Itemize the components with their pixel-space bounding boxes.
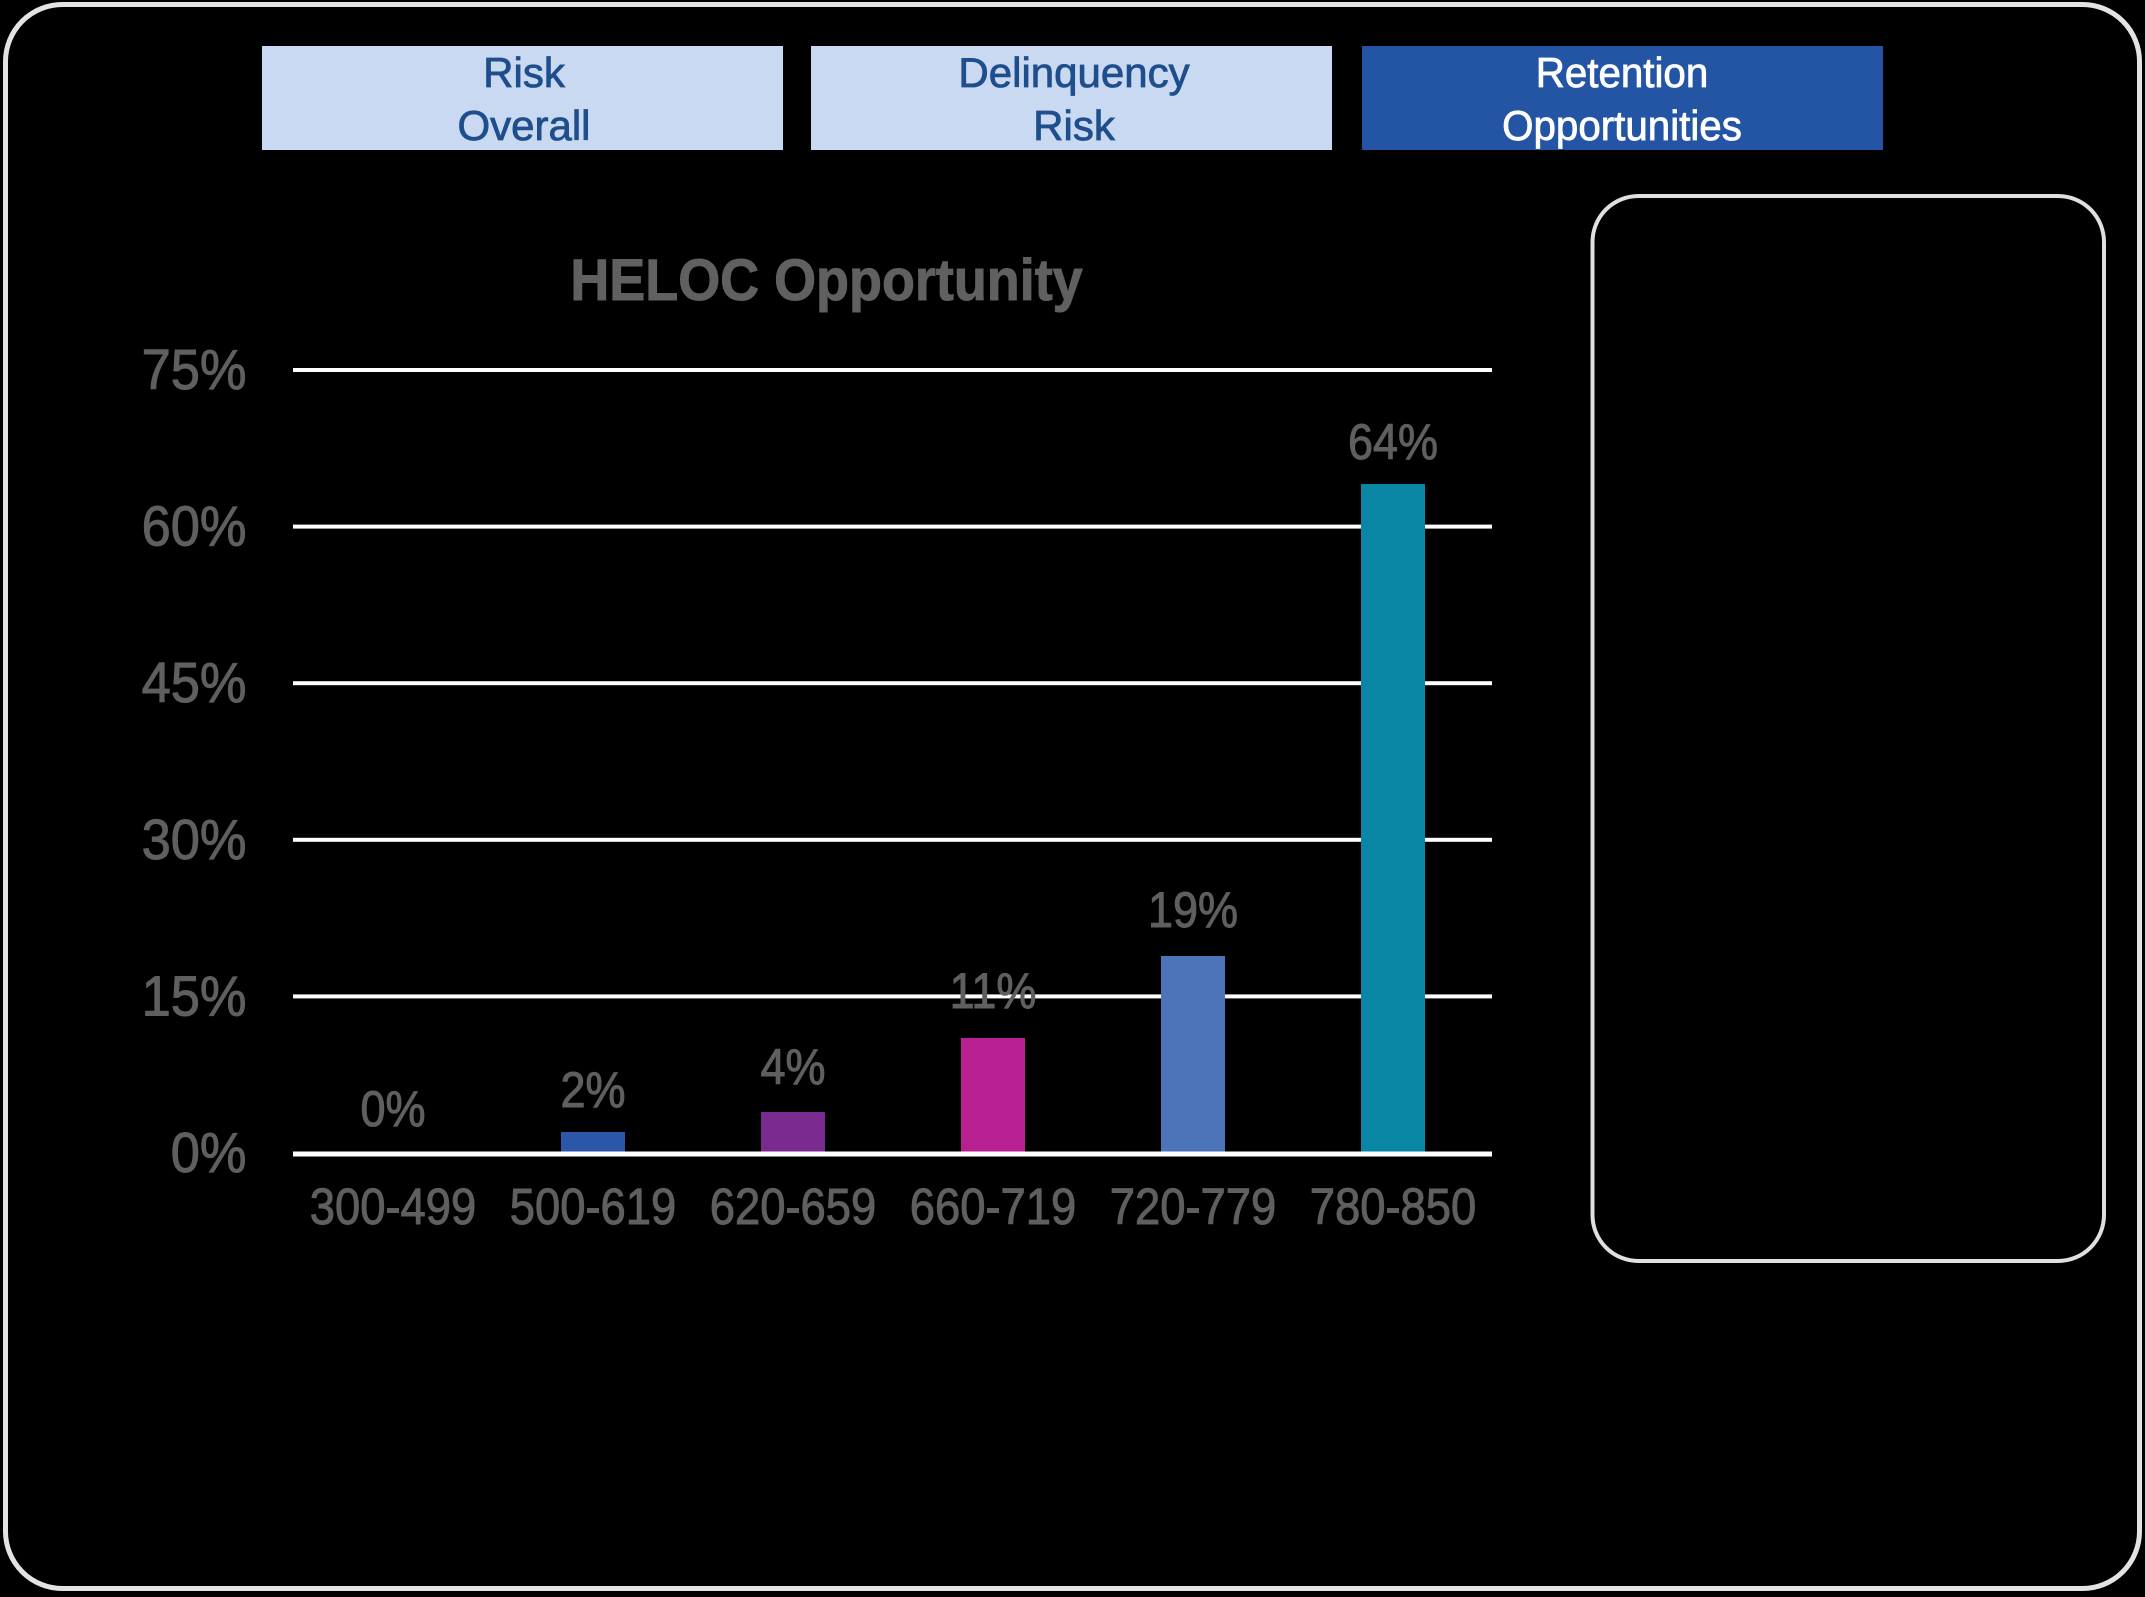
svg-text:620-659: 620-659 (710, 1179, 877, 1236)
svg-text:0%: 0% (360, 1082, 425, 1138)
svg-text:30%: 30% (142, 807, 247, 872)
svg-text:500-619: 500-619 (510, 1179, 677, 1236)
svg-text:Overall: Overall (457, 102, 590, 149)
svg-text:0%: 0% (171, 1120, 247, 1185)
svg-text:HELOC Opportunity: HELOC Opportunity (570, 247, 1082, 312)
svg-text:11%: 11% (950, 964, 1037, 1020)
svg-text:2%: 2% (560, 1063, 625, 1119)
svg-text:Opportunities: Opportunities (1502, 102, 1742, 149)
svg-text:300-499: 300-499 (310, 1179, 477, 1236)
svg-text:Delinquency: Delinquency (958, 49, 1189, 96)
svg-text:15%: 15% (142, 963, 247, 1028)
svg-text:45%: 45% (142, 650, 247, 715)
svg-text:Risk: Risk (1033, 102, 1116, 149)
svg-text:4%: 4% (760, 1040, 825, 1096)
svg-text:780-850: 780-850 (1310, 1179, 1477, 1236)
svg-text:Retention: Retention (1536, 49, 1709, 96)
svg-text:Risk: Risk (483, 49, 566, 96)
svg-text:720-779: 720-779 (1110, 1179, 1277, 1236)
svg-text:660-719: 660-719 (910, 1179, 1077, 1236)
svg-text:64%: 64% (1348, 415, 1438, 471)
svg-text:75%: 75% (142, 337, 247, 402)
svg-text:60%: 60% (142, 494, 247, 559)
svg-text:19%: 19% (1148, 883, 1238, 939)
